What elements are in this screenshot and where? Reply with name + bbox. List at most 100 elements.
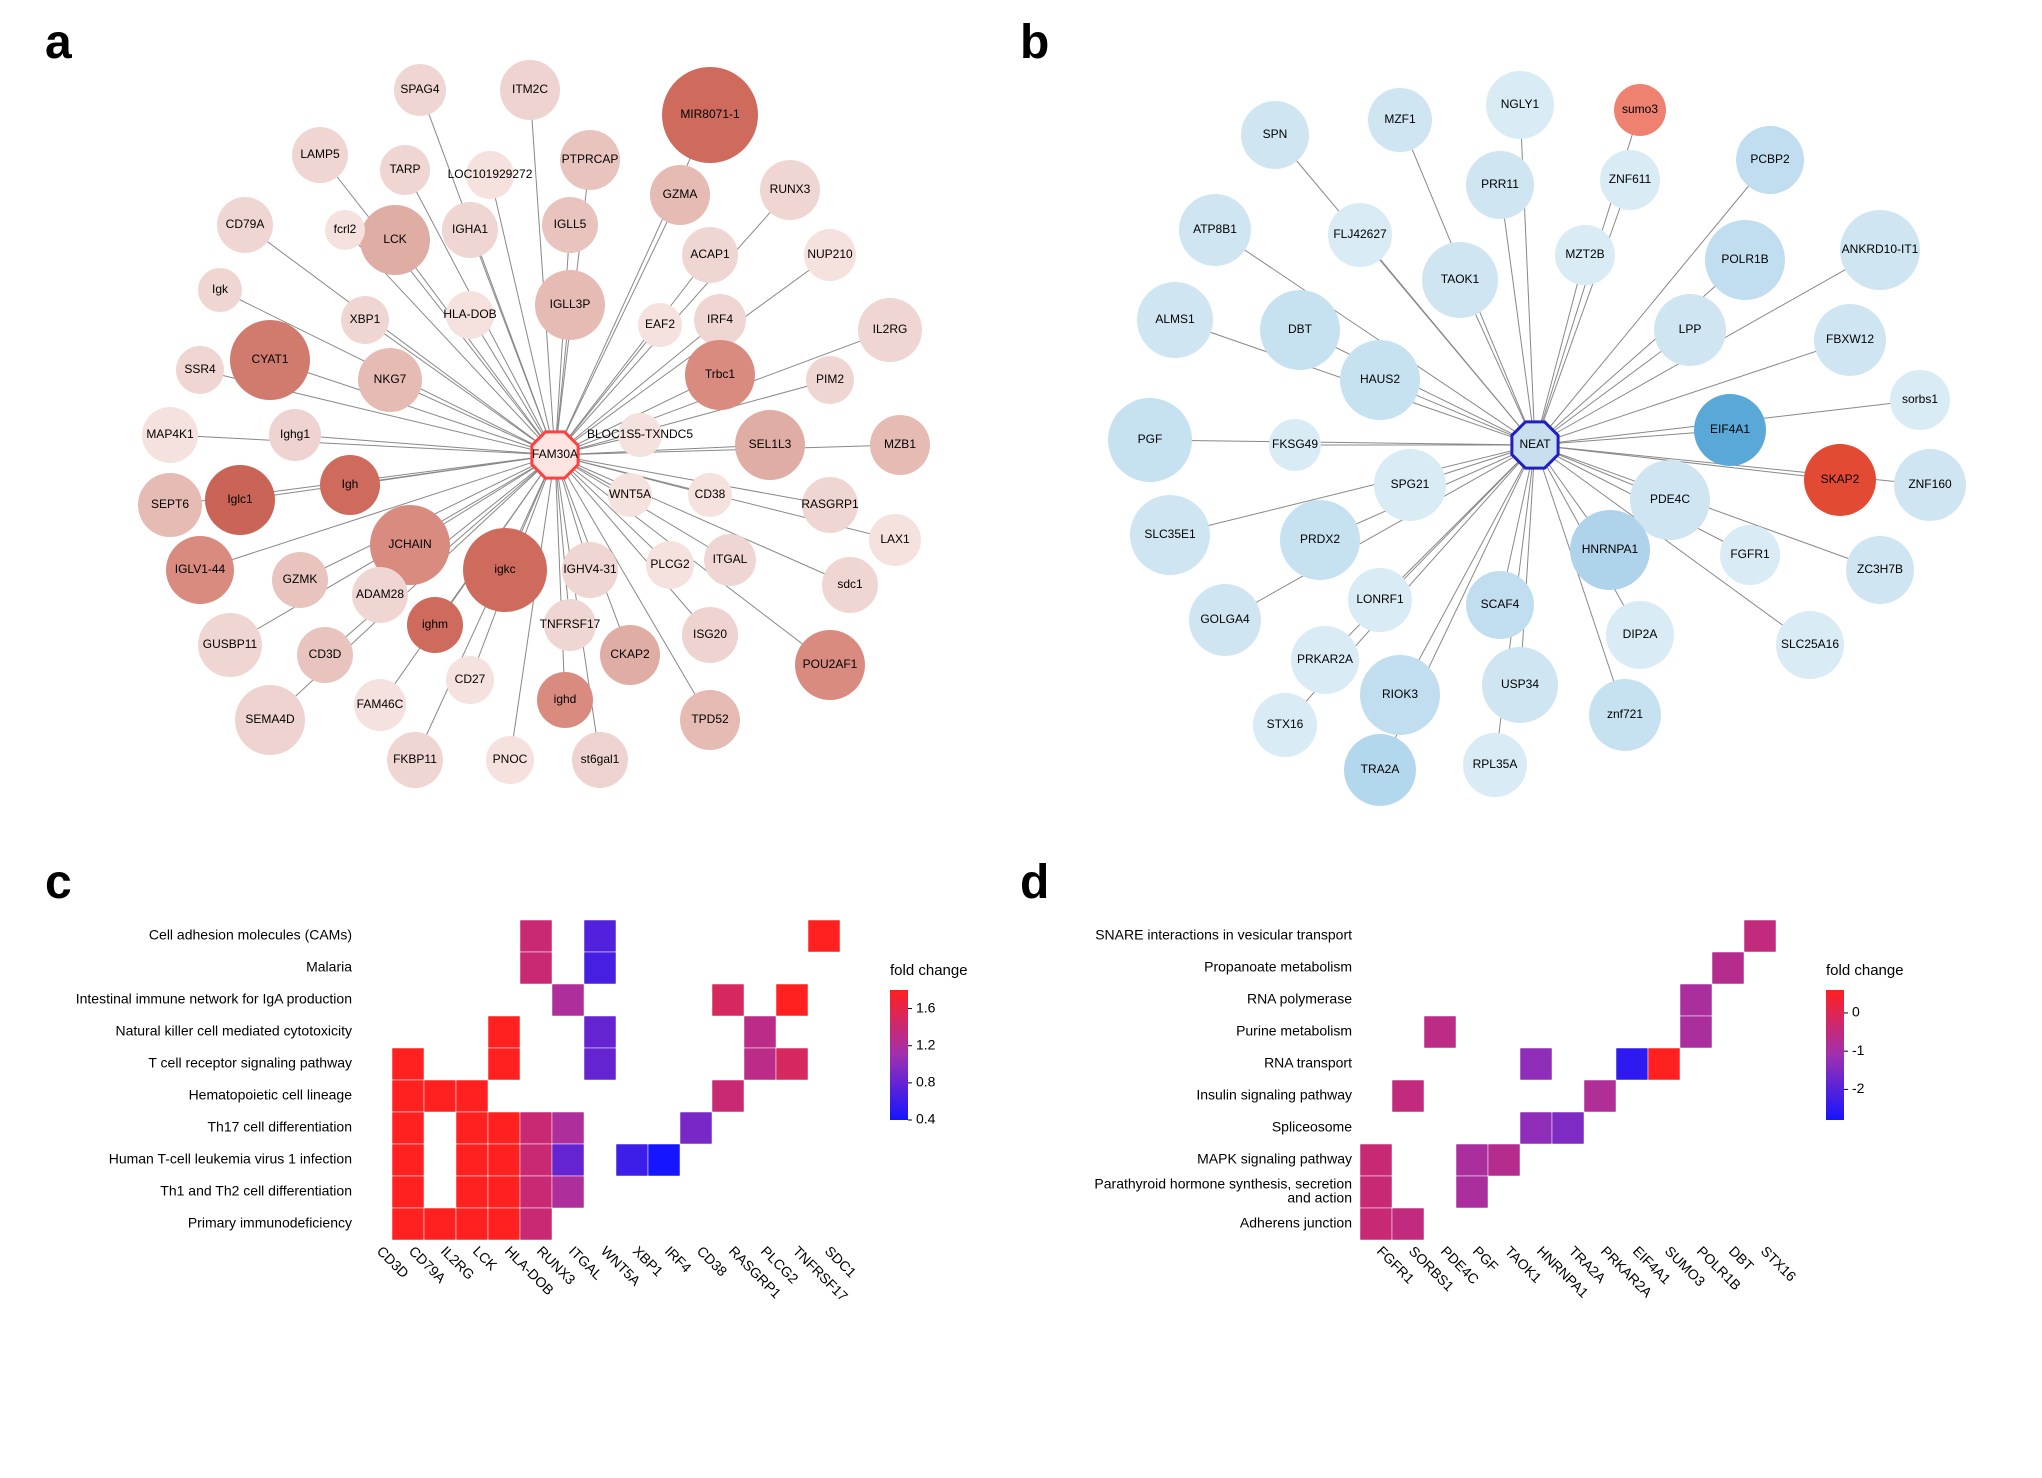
network-node [1654, 294, 1726, 366]
heatmap-cell [1680, 984, 1712, 1016]
network-node [1241, 101, 1309, 169]
network-node [694, 294, 746, 346]
network-node [680, 690, 740, 750]
network-node [662, 67, 758, 163]
legend-title: fold change [1826, 962, 1904, 979]
heatmap-row-label: T cell receptor signaling pathway [148, 1055, 352, 1071]
network-node [1360, 655, 1440, 735]
network-node [1600, 150, 1660, 210]
heatmap-cell [648, 1144, 680, 1176]
heatmap-cell [1712, 952, 1744, 984]
heatmap-row-label: SNARE interactions in vesicular transpor… [1095, 927, 1352, 943]
network-node [650, 165, 710, 225]
network-node [1368, 88, 1432, 152]
heatmap-cell [584, 920, 616, 952]
heatmap-row-label: Insulin signaling pathway [1196, 1087, 1352, 1103]
network-node [1340, 340, 1420, 420]
network-node [325, 210, 365, 250]
network-node [704, 534, 756, 586]
heatmap-col-label: STX16 [1758, 1243, 1800, 1285]
network-node [1422, 242, 1498, 318]
heatmap-cell [680, 1112, 712, 1144]
network-node [806, 356, 854, 404]
network-node [1344, 734, 1416, 806]
network-node [795, 630, 865, 700]
heatmap-cell [1648, 1048, 1680, 1080]
network-node [1776, 611, 1844, 679]
network-node [1269, 419, 1321, 471]
heatmap-row-label: Cell adhesion molecules (CAMs) [149, 927, 352, 943]
network-node [297, 627, 353, 683]
legend-tick-label: 0.8 [916, 1074, 936, 1090]
network-node [1179, 194, 1251, 266]
heatmap-cell [488, 1208, 520, 1240]
network-edge [1535, 180, 1630, 445]
network-node [1890, 370, 1950, 430]
heatmap-cell [744, 1016, 776, 1048]
legend-tick-label: 1.2 [916, 1036, 936, 1052]
heatmap-cell [552, 1176, 584, 1208]
heatmap-row-label: Purine metabolism [1236, 1023, 1352, 1039]
network-node [560, 130, 620, 190]
network-node [1466, 151, 1534, 219]
network-node [1840, 210, 1920, 290]
network-node [1589, 679, 1661, 751]
network-node [562, 542, 618, 598]
network-node [618, 413, 662, 457]
network-node [1130, 495, 1210, 575]
heatmap-cell [712, 1080, 744, 1112]
network-node [486, 736, 534, 784]
network-node [1189, 584, 1261, 656]
heatmap-cell [1424, 1016, 1456, 1048]
heatmap-cell [552, 1144, 584, 1176]
heatmap-cell [488, 1144, 520, 1176]
network-node [600, 625, 660, 685]
network-node [269, 409, 321, 461]
heatmap-cell [1360, 1176, 1392, 1208]
heatmap-cell [520, 1176, 552, 1208]
heatmap-cell [456, 1176, 488, 1208]
heatmap-cell [584, 1016, 616, 1048]
network-node [1720, 525, 1780, 585]
heatmap-cell [456, 1112, 488, 1144]
network-node [608, 473, 652, 517]
heatmap-cell [552, 984, 584, 1016]
network-node [463, 528, 547, 612]
heatmap-cell [1456, 1176, 1488, 1208]
heatmap-row-label: Spliceosome [1272, 1119, 1352, 1135]
heatmap-row-label: Th1 and Th2 cell differentiation [160, 1183, 352, 1199]
heatmap-cell [1392, 1080, 1424, 1112]
heatmap-cell [488, 1112, 520, 1144]
network-node [544, 599, 596, 651]
network-node [1570, 510, 1650, 590]
heatmap-cell [392, 1176, 424, 1208]
network-edge [170, 435, 555, 455]
heatmap-cell [712, 984, 744, 1016]
network-node [198, 268, 242, 312]
network-node [685, 340, 755, 410]
network-node [380, 145, 430, 195]
heatmap-cell [744, 1048, 776, 1080]
heatmap-cell [1520, 1048, 1552, 1080]
legend-tick-label: 0.4 [916, 1111, 936, 1127]
heatmap-cell [1456, 1144, 1488, 1176]
network-node [176, 346, 224, 394]
network-node [804, 229, 856, 281]
heatmap-cell [520, 1112, 552, 1144]
heatmap-d: SNARE interactions in vesicular transpor… [1040, 890, 2010, 1450]
heatmap-row-label: Human T-cell leukemia virus 1 infection [109, 1151, 352, 1167]
heatmap-cell [488, 1176, 520, 1208]
heatmap-cell [456, 1208, 488, 1240]
network-node [407, 597, 463, 653]
network-node [352, 567, 408, 623]
network-node [1253, 693, 1317, 757]
network-hub [532, 432, 578, 478]
network-edge [1150, 440, 1535, 445]
heatmap-cell [584, 1048, 616, 1080]
legend-colorbar [890, 990, 908, 1120]
heatmap-row-label: Natural killer cell mediated cytotoxicit… [115, 1023, 352, 1039]
heatmap-cell [584, 952, 616, 984]
heatmap-col-label: CD38 [694, 1243, 731, 1280]
network-node [1260, 290, 1340, 370]
heatmap-cell [552, 1112, 584, 1144]
